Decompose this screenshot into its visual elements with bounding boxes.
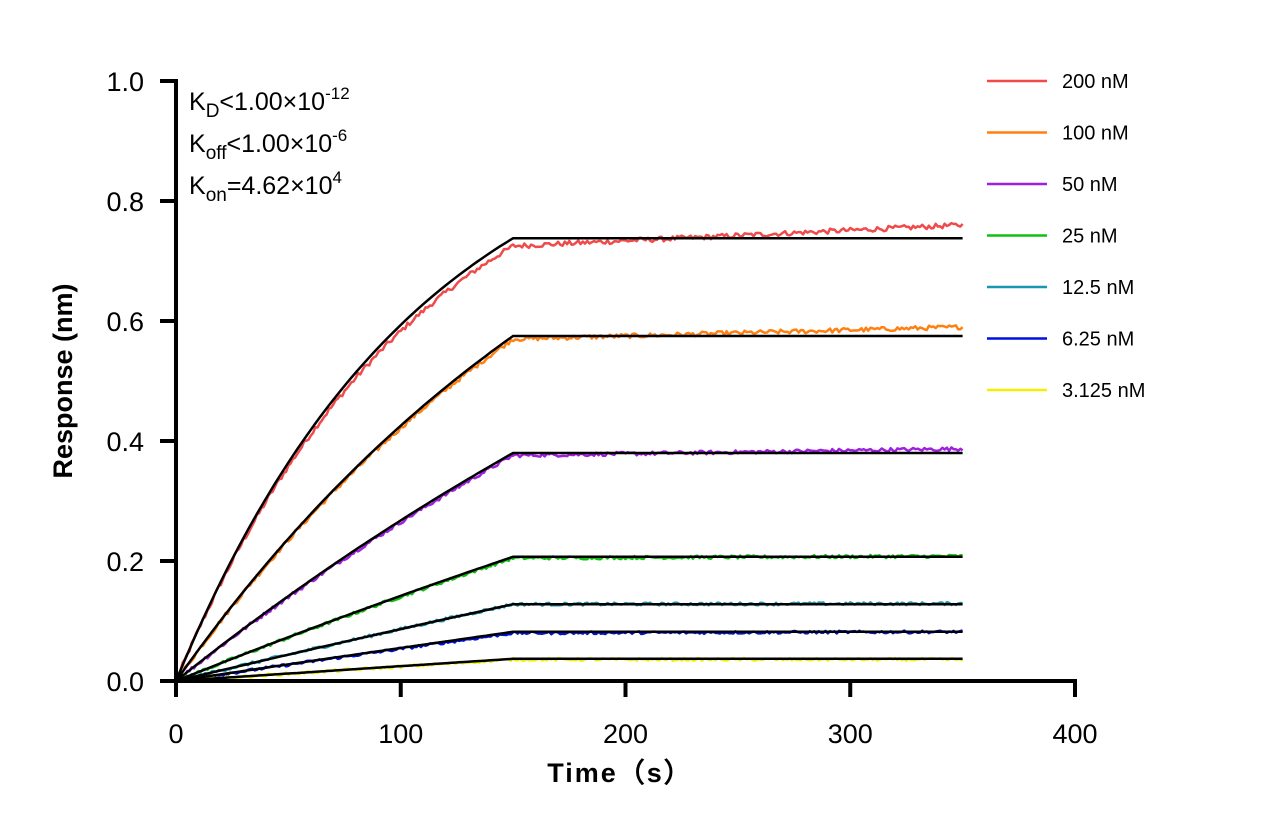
constant-exp: 4: [333, 168, 342, 187]
y-tick-label: 0.6: [106, 307, 144, 337]
fit-line-3-125-nM: [175, 657, 963, 683]
constant-sub: off: [206, 143, 228, 164]
series-line-200-nM: [174, 221, 964, 682]
legend-label: 12.5 nM: [1062, 277, 1134, 299]
constant-rel: <1.00×10: [219, 88, 325, 116]
legend-label: 25 nM: [1062, 226, 1118, 248]
legend-label: 3.125 nM: [1062, 380, 1145, 402]
constant-rel: <1.00×10: [226, 130, 332, 158]
fit-line-12-5-nM: [175, 602, 963, 683]
kinetic-constant: Kon=4.62×104: [189, 168, 342, 206]
series-line-12-5-nM: [175, 600, 963, 683]
legend: 200 nM 100 nM 50 nM 25 nM 12.5 nM 6.25 nM 3.12…: [987, 71, 1145, 402]
x-tick-label: 400: [1052, 719, 1097, 749]
constant-exp: -6: [332, 126, 347, 145]
fit-line-25-nM: [175, 555, 963, 683]
constant-symbol: K: [189, 88, 206, 116]
legend-label: 6.25 nM: [1062, 329, 1134, 351]
legend-label: 50 nM: [1062, 174, 1118, 196]
kinetic-constant: KD<1.00×10-12: [189, 84, 350, 122]
y-tick-label: 0.4: [106, 427, 144, 457]
constant-exp: -12: [325, 84, 350, 103]
fit-layer: [174, 236, 963, 683]
fit-line-100-nM: [174, 334, 963, 682]
x-axis-label: Time（s）: [547, 758, 693, 788]
y-tick-label: 0.8: [106, 187, 144, 217]
constant-sub: on: [206, 185, 227, 206]
series-line-3-125-nM: [175, 656, 964, 683]
x-tick-label: 0: [168, 719, 183, 749]
y-tick-label: 1.0: [106, 67, 144, 97]
constant-symbol: K: [189, 130, 206, 158]
series-line-50-nM: [175, 446, 964, 683]
series-line-100-nM: [174, 324, 964, 683]
x-tick-label: 100: [378, 719, 423, 749]
x-tick-label: 300: [828, 719, 873, 749]
constant-sub: D: [206, 101, 220, 122]
legend-label: 200 nM: [1062, 71, 1129, 93]
constant-rel: =4.62×10: [227, 172, 333, 200]
x-tick-label: 200: [603, 719, 648, 749]
axes: 0.0 0.2 0.4 0.6 0.8 1.0 0 100 200 300 400: [106, 67, 1097, 749]
fit-line-50-nM: [175, 451, 963, 682]
legend-label: 100 nM: [1062, 123, 1129, 145]
fit-line-6-25-nM: [175, 630, 963, 683]
y-tick-label: 0.2: [106, 547, 144, 577]
fit-line-200-nM: [174, 236, 963, 682]
y-axis-label: Response (nm): [48, 283, 78, 478]
kinetic-constant: Koff<1.00×10-6: [189, 126, 347, 164]
y-tick-label: 0.0: [106, 667, 144, 697]
constant-symbol: K: [189, 172, 206, 200]
